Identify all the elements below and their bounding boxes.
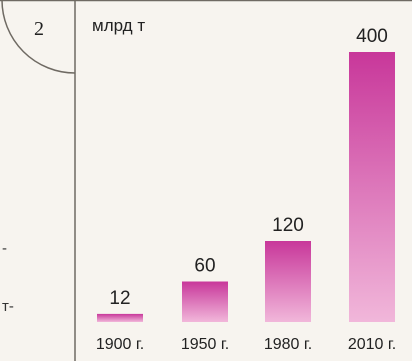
- bar-2010: [349, 52, 395, 322]
- side-text-fragment: -: [2, 240, 7, 257]
- bar-1980: [265, 241, 311, 322]
- bar-1900: [97, 313, 143, 322]
- category-label: 2010 г.: [348, 336, 396, 353]
- value-label: 120: [272, 215, 304, 236]
- side-text-fragment: т-: [2, 298, 14, 315]
- value-label: 400: [356, 26, 388, 47]
- category-label: 1900 г.: [96, 336, 144, 353]
- figure-number-corner: [1, 0, 76, 74]
- category-label: 1980 г.: [264, 336, 312, 353]
- value-label: 12: [109, 288, 130, 309]
- bar-1950: [182, 281, 228, 322]
- figure-number: 2: [34, 18, 44, 40]
- value-label: 60: [194, 256, 215, 277]
- category-label: 1950 г.: [181, 336, 229, 353]
- y-axis-unit-label: млрд т: [92, 16, 146, 35]
